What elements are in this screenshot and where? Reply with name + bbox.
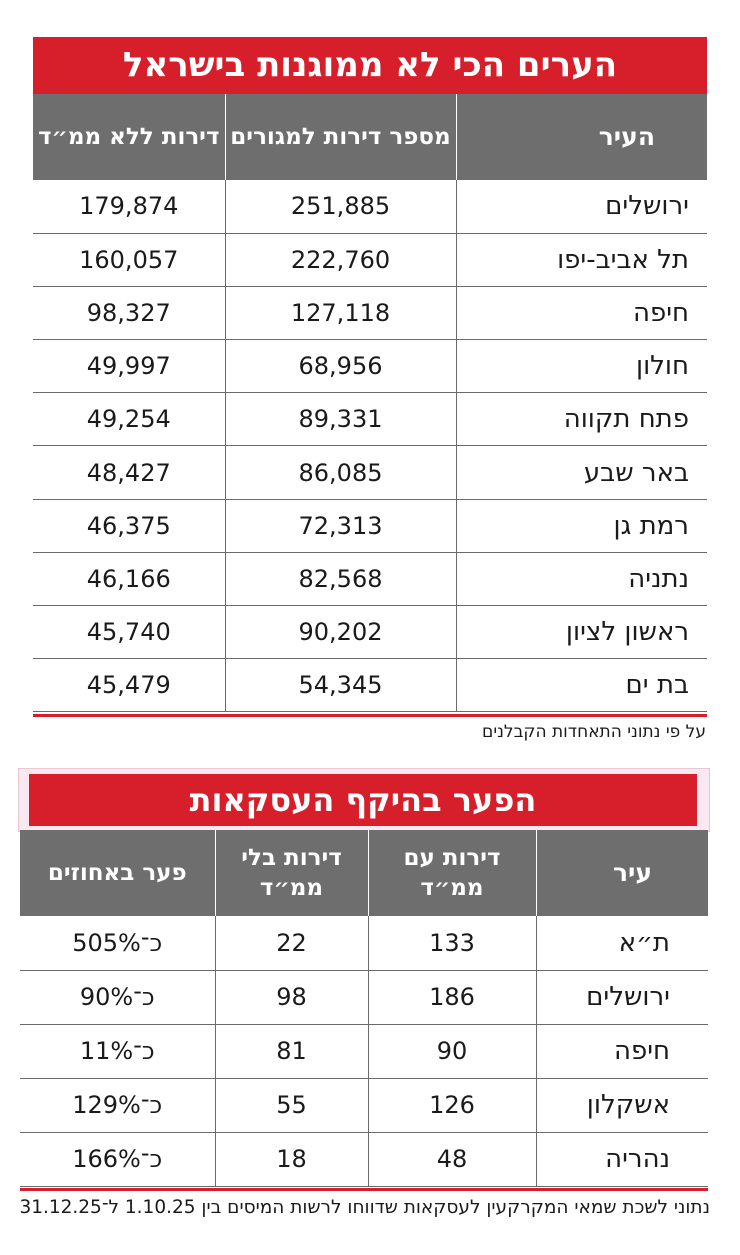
cities-unprotected-table: העיר מספר דירות למגורים דירות ללא ממ״ד י… bbox=[33, 94, 707, 713]
value-cell: 222,760 bbox=[225, 233, 457, 287]
header-without-safe-room: דירות בלי ממ״ד bbox=[214, 830, 368, 916]
value-cell: כ־129% bbox=[20, 1078, 216, 1133]
table-row: באר שבע 86,085 48,427 bbox=[33, 445, 707, 500]
city-cell: נהריה bbox=[536, 1132, 708, 1187]
value-cell: 90 bbox=[368, 1024, 537, 1079]
table-row: נתניה 82,568 46,166 bbox=[33, 552, 707, 607]
value-cell: 82,568 bbox=[225, 552, 457, 607]
table-header-row: העיר מספר דירות למגורים דירות ללא ממ״ד bbox=[33, 94, 707, 180]
value-cell: 89,331 bbox=[225, 392, 457, 447]
table1-bottom-rule bbox=[33, 714, 707, 717]
transactions-gap-table: עיר דירות עם ממ״ד דירות בלי ממ״ד פער באח… bbox=[20, 830, 708, 1187]
city-cell: ת״א bbox=[536, 916, 708, 971]
table-row: בת ים 54,345 45,479 bbox=[33, 658, 707, 713]
header-with-safe-room: דירות עם ממ״ד bbox=[367, 830, 536, 916]
value-cell: כ־90% bbox=[20, 970, 216, 1025]
city-cell: ראשון לציון bbox=[456, 605, 707, 660]
table-row: תל אביב-יפו 222,760 160,057 bbox=[33, 233, 707, 287]
value-cell: 126 bbox=[368, 1078, 537, 1133]
city-cell: באר שבע bbox=[456, 445, 707, 500]
value-cell: 186 bbox=[368, 970, 537, 1025]
value-cell: 46,375 bbox=[33, 499, 226, 553]
value-cell: 72,313 bbox=[225, 499, 457, 553]
value-cell: 251,885 bbox=[225, 180, 457, 234]
table-row: נהריה 48 18 כ־166% bbox=[20, 1132, 708, 1187]
value-cell: 18 bbox=[215, 1132, 369, 1187]
header-city: עיר bbox=[535, 830, 708, 916]
table-header-row: עיר דירות עם ממ״ד דירות בלי ממ״ד פער באח… bbox=[20, 830, 708, 916]
value-cell: 68,956 bbox=[225, 339, 457, 394]
city-cell: חולון bbox=[456, 339, 707, 394]
value-cell: 48 bbox=[368, 1132, 537, 1187]
value-cell: 22 bbox=[215, 916, 369, 971]
value-cell: כ־11% bbox=[20, 1024, 216, 1079]
value-cell: 98,327 bbox=[33, 286, 226, 341]
value-cell: 49,254 bbox=[33, 392, 226, 447]
value-cell: 127,118 bbox=[225, 286, 457, 341]
table-row: ת״א 133 22 כ־505% bbox=[20, 916, 708, 971]
table1-title: הערים הכי לא ממוגנות בישראל bbox=[33, 37, 707, 94]
city-cell: תל אביב-יפו bbox=[456, 233, 707, 287]
header-no-safe-room: דירות ללא ממ״ד bbox=[33, 94, 225, 180]
value-cell: 160,057 bbox=[33, 233, 226, 287]
table-row: ירושלים 251,885 179,874 bbox=[33, 180, 707, 234]
city-cell: ירושלים bbox=[456, 180, 707, 234]
value-cell: 48,427 bbox=[33, 445, 226, 500]
header-total-apartments: מספר דירות למגורים bbox=[224, 94, 456, 180]
city-cell: בת ים bbox=[456, 658, 707, 713]
city-cell: ירושלים bbox=[536, 970, 708, 1025]
table-row: חיפה 127,118 98,327 bbox=[33, 286, 707, 341]
value-cell: 81 bbox=[215, 1024, 369, 1079]
table-row: חיפה 90 81 כ־11% bbox=[20, 1024, 708, 1079]
value-cell: 49,997 bbox=[33, 339, 226, 394]
table-row: ירושלים 186 98 כ־90% bbox=[20, 970, 708, 1025]
table2-title: הפער בהיקף העסקאות bbox=[29, 774, 697, 826]
value-cell: כ־166% bbox=[20, 1132, 216, 1187]
table1-source-note: על פי נתוני התאחדות הקבלנים bbox=[482, 722, 706, 742]
value-cell: 90,202 bbox=[225, 605, 457, 660]
value-cell: 98 bbox=[215, 970, 369, 1025]
value-cell: 55 bbox=[215, 1078, 369, 1133]
table2-bottom-rule bbox=[20, 1188, 708, 1191]
city-cell: חיפה bbox=[536, 1024, 708, 1079]
city-cell: חיפה bbox=[456, 286, 707, 341]
table2-title-frame: הפער בהיקף העסקאות bbox=[18, 768, 710, 832]
value-cell: 54,345 bbox=[225, 658, 457, 713]
table-row: פתח תקווה 89,331 49,254 bbox=[33, 392, 707, 447]
value-cell: 45,479 bbox=[33, 658, 226, 713]
value-cell: 133 bbox=[368, 916, 537, 971]
header-gap-percent: פער באחוזים bbox=[20, 830, 215, 916]
table-row: ראשון לציון 90,202 45,740 bbox=[33, 605, 707, 660]
value-cell: 45,740 bbox=[33, 605, 226, 660]
header-city: העיר bbox=[455, 94, 707, 180]
table-row: רמת גן 72,313 46,375 bbox=[33, 499, 707, 553]
city-cell: רמת גן bbox=[456, 499, 707, 553]
value-cell: 179,874 bbox=[33, 180, 226, 234]
city-cell: נתניה bbox=[456, 552, 707, 607]
city-cell: פתח תקווה bbox=[456, 392, 707, 447]
table-row: אשקלון 126 55 כ־129% bbox=[20, 1078, 708, 1133]
value-cell: 86,085 bbox=[225, 445, 457, 500]
value-cell: כ־505% bbox=[20, 916, 216, 971]
city-cell: אשקלון bbox=[536, 1078, 708, 1133]
table-row: חולון 68,956 49,997 bbox=[33, 339, 707, 394]
table2-source-note: נתוני לשכת שמאי המקרקעין לעסקאות שדווחו … bbox=[19, 1197, 710, 1218]
value-cell: 46,166 bbox=[33, 552, 226, 607]
